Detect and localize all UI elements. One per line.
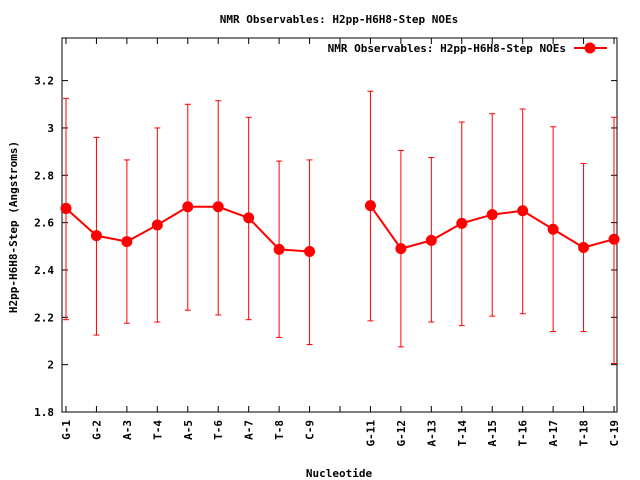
- x-tick-label: T-18: [578, 420, 591, 447]
- data-point: [151, 219, 163, 231]
- data-point: [364, 200, 376, 212]
- x-tick-label: G-1: [60, 420, 73, 440]
- y-tick-label: 2.8: [34, 169, 54, 182]
- chart-title: NMR Observables: H2pp-H6H8-Step NOEs: [220, 13, 458, 26]
- x-tick-label: C-9: [304, 420, 317, 440]
- legend-marker: [584, 42, 596, 54]
- x-tick-label: G-11: [364, 420, 377, 447]
- x-tick-label: C-19: [608, 420, 621, 447]
- data-point: [456, 217, 468, 229]
- data-point: [425, 234, 437, 246]
- data-point: [90, 230, 102, 242]
- x-tick-label: G-2: [90, 420, 103, 440]
- x-tick-label: G-12: [395, 420, 408, 447]
- data-point: [212, 201, 224, 213]
- data-point: [547, 223, 559, 235]
- x-tick-label: A-3: [121, 420, 134, 440]
- y-tick-label: 3: [47, 122, 54, 135]
- data-point: [60, 202, 72, 214]
- y-tick-label: 3.2: [34, 75, 54, 88]
- x-tick-label: T-4: [151, 420, 164, 440]
- data-point: [304, 246, 316, 258]
- x-tick-label: T-16: [517, 420, 530, 447]
- plot-axes: 1.8 2 2.2 2.4 2.6 2.8 3 3.2 G-1 G-2 A-3 T-4 A-5 T-6 A-…: [34, 37, 621, 447]
- data-point: [578, 241, 590, 253]
- x-axis-label: Nucleotide: [306, 467, 373, 480]
- y-tick-label: 2.2: [34, 311, 54, 324]
- plot-marks: [60, 90, 620, 364]
- x-tick-label: A-13: [425, 420, 438, 447]
- data-point: [608, 233, 620, 245]
- x-tick-label: A-5: [182, 420, 195, 440]
- data-point: [273, 243, 285, 255]
- plot-frame: [61, 37, 618, 413]
- data-point: [182, 201, 194, 213]
- data-point: [486, 209, 498, 221]
- data-point: [395, 243, 407, 255]
- x-tick-label: T-14: [456, 420, 469, 447]
- data-point: [243, 212, 255, 224]
- data-point: [121, 236, 133, 248]
- data-point: [517, 205, 529, 217]
- x-tick-label: A-7: [243, 420, 256, 440]
- legend-label: NMR Observables: H2pp-H6H8-Step NOEs: [328, 42, 566, 55]
- y-tick-label: 2.6: [34, 217, 54, 230]
- x-tick-label: A-17: [547, 420, 560, 447]
- y-axis-label: H2pp-H6H8-Step (Angstroms): [7, 141, 20, 313]
- x-tick-label: A-15: [486, 420, 499, 447]
- y-tick-label: 2.4: [34, 264, 54, 277]
- y-tick-label: 1.8: [34, 406, 54, 419]
- legend: NMR Observables: H2pp-H6H8-Step NOEs: [328, 42, 607, 55]
- x-tick-label: T-6: [212, 420, 225, 440]
- y-tick-label: 2: [47, 359, 54, 372]
- x-tick-label: T-8: [273, 420, 286, 440]
